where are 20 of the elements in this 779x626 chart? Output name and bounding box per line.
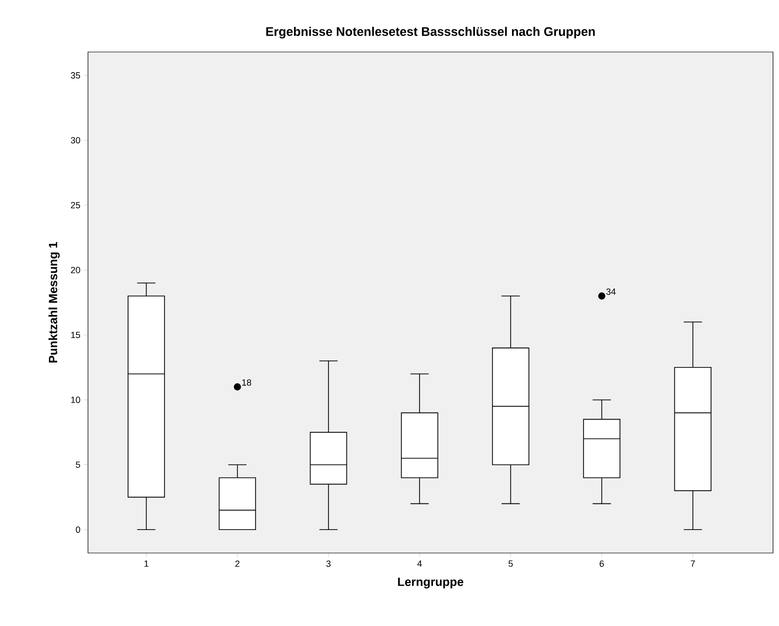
y-tick-label: 25 [70,202,80,208]
x-tick-label: 7 [690,560,695,567]
y-tick-label: 0 [76,526,80,533]
y-tick-label: 20 [70,266,80,274]
x-tick-label: 5 [508,560,513,567]
x-tick-label: 1 [144,560,148,567]
y-tick-label: 5 [76,462,80,468]
x-axis-title: Lerngruppe [398,578,464,588]
x-tick-label: 3 [326,560,331,567]
x-tick-label: 6 [600,560,604,567]
y-tick-label: 30 [70,137,80,144]
annotation: 18 [242,379,252,386]
x-tick-label: 4 [417,560,422,567]
y-tick-label: 35 [70,72,80,79]
y-tick-label: 10 [71,396,80,404]
y-axis-title: Punktzahl Messung 1 [48,242,60,362]
annotation: 34 [606,288,616,295]
chart-title: Ergebnisse Notenlesetest Bassschlüssel nach Gruppen [266,26,595,38]
x-tick-label: 2 [235,560,240,567]
y-tick-label: 15 [71,332,80,338]
